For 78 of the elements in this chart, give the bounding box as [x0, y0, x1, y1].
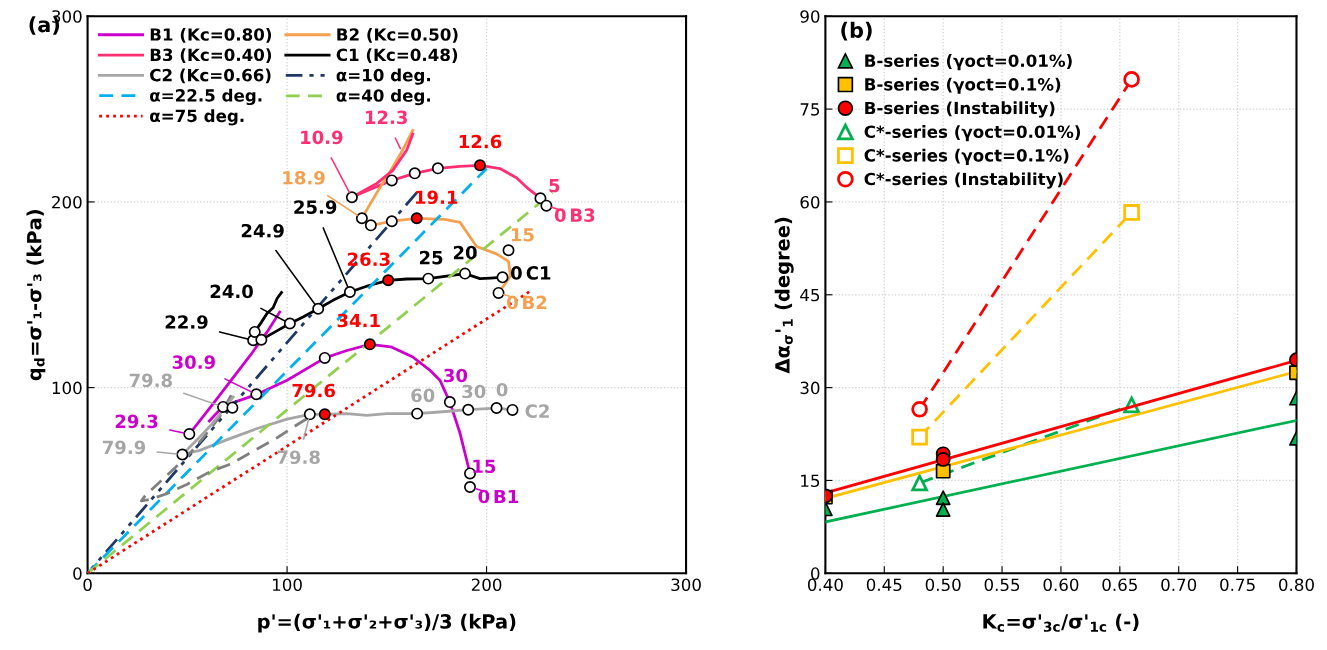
- x-axis-title: p'=(σ'₁+σ'₂+σ'₃)/3 (kPa): [258, 613, 516, 633]
- legend-label: B3 (Kc=0.40): [150, 48, 272, 64]
- annotation: 24.9: [241, 223, 284, 238]
- x-tick-label: 0.55: [984, 578, 1020, 592]
- annotation: 0: [496, 382, 508, 397]
- x-tick-label: 0.75: [1220, 578, 1255, 592]
- x-tick-label: 0.80: [1279, 578, 1314, 592]
- x-tick-label: 0.50: [925, 578, 961, 592]
- annotation: 0: [511, 266, 522, 280]
- annotation: C1: [526, 266, 551, 280]
- legend-label: α=40 deg.: [336, 88, 430, 106]
- x-tick-label: 200: [471, 578, 502, 592]
- annotation: B1: [494, 489, 519, 504]
- chart-title: (b): [841, 21, 872, 41]
- annotation: 30.9: [172, 355, 215, 369]
- annotation: 34.1: [337, 313, 380, 328]
- y-tick-label: 0: [73, 567, 82, 580]
- annotation: 20: [453, 245, 477, 260]
- annotation: 15: [511, 228, 534, 242]
- x-tick-label: 0.45: [866, 578, 902, 592]
- annotation: 60: [411, 388, 435, 403]
- legend-label: C1 (Kc=0.48): [336, 48, 458, 64]
- legend-label: B-series (Instability): [865, 101, 1055, 118]
- legend-label: C*-series (Instability): [864, 172, 1063, 189]
- annotation: 79.8: [129, 373, 172, 388]
- y-axis-title: q$_{d}$=σ'₁-σ'₃ (kPa): [26, 210, 46, 381]
- legend-label: B-series (γoct=0.01%): [865, 54, 1072, 71]
- y-tick-label: 90: [800, 10, 820, 23]
- x-tick-label: 0.70: [1161, 578, 1197, 592]
- annotation: 30: [444, 368, 468, 383]
- y-tick-label: 30: [800, 381, 820, 395]
- annotation: 25.9: [294, 200, 337, 214]
- legend-label: B-series (γoct=0.1%): [865, 77, 1061, 94]
- x-tick-label: 100: [273, 578, 302, 592]
- x-tick-label: 0: [83, 578, 92, 592]
- annotation: 79.8: [277, 450, 320, 465]
- annotation: 15: [473, 459, 496, 474]
- annotation: 0: [507, 295, 518, 310]
- legend-label: α=22.5 deg.: [150, 88, 262, 106]
- x-axis-title: K$_{c}$=σ'$_{3c}$/σ'$_{1c}$ (-): [983, 613, 1139, 632]
- annotation: 22.9: [165, 315, 208, 329]
- y-tick-label: 15: [801, 474, 820, 488]
- legend-label: α=75 deg.: [150, 109, 244, 126]
- y-axis-title: Δα$_{σ}$'$_{1}$ (degree): [774, 217, 794, 374]
- legend-label: C*-series (γoct=0.01%): [864, 125, 1081, 142]
- y-tick-label: 0: [811, 567, 820, 580]
- y-tick-label: 75: [800, 103, 820, 116]
- y-tick-label: 200: [52, 195, 82, 209]
- annotation: 24.0: [210, 284, 253, 299]
- legend-label: α=10 deg.: [336, 68, 430, 85]
- annotation: 30: [462, 384, 486, 399]
- annotation: 26.3: [347, 252, 390, 267]
- legend-label: C2 (Kc=0.66): [150, 68, 271, 84]
- x-tick-label: 0.40: [807, 578, 843, 592]
- annotation: 12.6: [459, 134, 502, 149]
- x-tick-label: 300: [671, 578, 701, 592]
- y-tick-label: 100: [52, 381, 82, 395]
- annotation: 25: [419, 250, 443, 265]
- y-tick-label: 60: [800, 195, 820, 209]
- legend-label: B1 (Kc=0.80): [150, 27, 272, 43]
- annotation: C2: [525, 404, 549, 418]
- annotation: 79.9: [102, 440, 146, 455]
- legend-label: B2 (Kc=0.50): [337, 27, 458, 43]
- annotation: 18.9: [283, 170, 325, 185]
- legend-label: C*-series (γoct=0.1%): [864, 148, 1069, 165]
- annotation: 79.6: [292, 383, 335, 398]
- annotation: 19.1: [415, 190, 458, 205]
- x-tick-label: 0.65: [1102, 578, 1137, 592]
- annotation: 0: [554, 208, 566, 222]
- annotation: 0: [478, 489, 490, 504]
- annotation: 12.3: [365, 110, 407, 125]
- annotation: 5: [549, 178, 560, 193]
- y-tick-label: 45: [800, 288, 820, 302]
- annotation: 10.9: [301, 130, 343, 145]
- annotation: B3: [571, 208, 595, 222]
- annotation: B2: [523, 295, 547, 310]
- annotation: 29.3: [115, 414, 158, 429]
- x-tick-label: 0.60: [1043, 578, 1079, 592]
